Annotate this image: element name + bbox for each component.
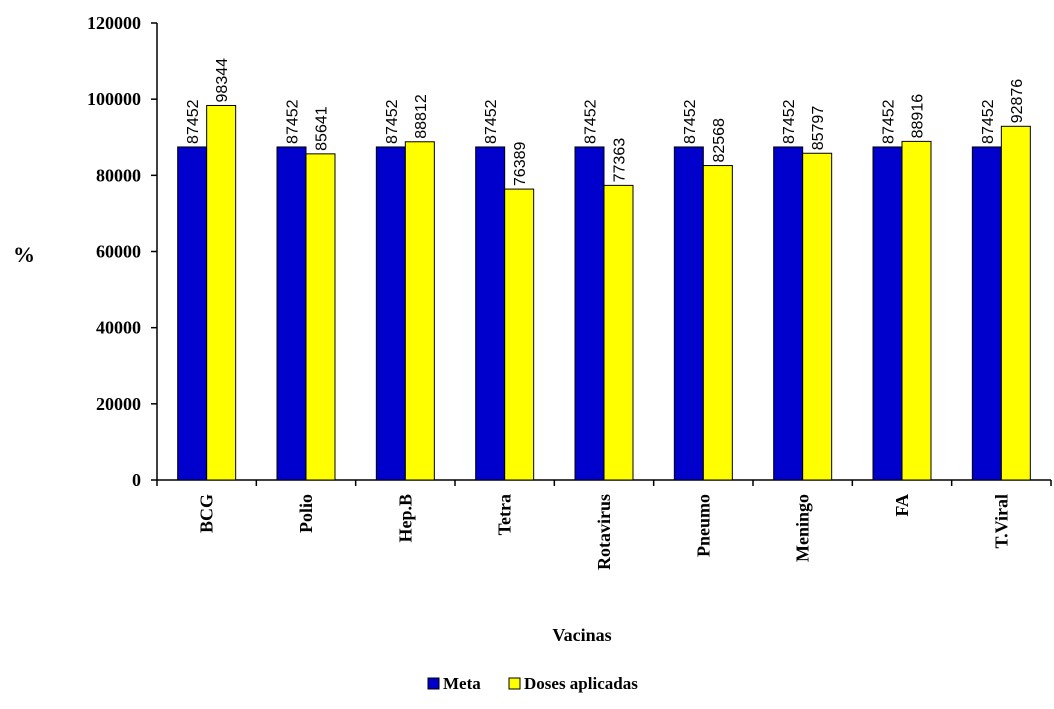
data-label: 87452 (483, 99, 500, 144)
legend: Meta Doses aplicadas (427, 674, 638, 693)
bar-doses-aplicadas (504, 188, 535, 481)
y-tick-label: 40000 (96, 318, 141, 338)
y-tick-label: 60000 (96, 242, 141, 262)
x-axis-title: Vacinas (552, 625, 611, 645)
y-axis: 0 20000 40000 60000 80000 100000 120000 (87, 13, 158, 490)
bar-doses-aplicadas (404, 141, 435, 481)
data-label: 98344 (214, 58, 231, 103)
bar-meta (375, 146, 406, 481)
bar-doses-aplicadas (603, 184, 634, 481)
data-label: 87452 (583, 99, 600, 144)
y-tick-label: 0 (132, 470, 141, 490)
x-category-label: BCG (197, 494, 217, 533)
legend-swatch-doses-aplicadas (508, 677, 521, 690)
bar-meta (475, 146, 506, 481)
bar-doses-aplicadas (702, 165, 733, 481)
legend-label-meta: Meta (443, 674, 481, 693)
bar-doses-aplicadas (1000, 125, 1031, 481)
y-axis-title: % (13, 242, 35, 267)
data-label: 82568 (711, 118, 728, 163)
y-tick-label: 100000 (87, 89, 141, 109)
legend-label-doses-aplicadas: Doses aplicadas (524, 674, 638, 693)
data-label: 85797 (810, 106, 827, 151)
legend-swatch-meta (427, 677, 440, 690)
x-category-label: Polio (296, 494, 316, 533)
bars (177, 104, 1031, 481)
data-label: 87452 (781, 99, 798, 144)
x-axis: BCG Polio Hep.B Tetra Rotavirus Pneumo Meningo… (156, 479, 1052, 570)
bar-meta (971, 146, 1002, 481)
data-label: 87452 (682, 99, 699, 144)
data-label: 92876 (1009, 79, 1026, 124)
bar-doses-aplicadas (206, 104, 237, 481)
x-category-label: T.Viral (991, 494, 1011, 549)
data-labels: 87452 98344 87452 85641 87452 88812 87452 76389… (185, 58, 1026, 186)
data-label: 87452 (285, 99, 302, 144)
data-label: 87452 (881, 99, 898, 144)
data-label: 87452 (980, 99, 997, 144)
data-label: 88916 (910, 94, 927, 139)
bar-meta (673, 146, 704, 481)
bar-meta (574, 146, 605, 481)
bar-meta (177, 146, 208, 481)
bar-doses-aplicadas (901, 140, 932, 481)
x-category-label: Hep.B (395, 494, 415, 543)
bar-doses-aplicadas (305, 153, 336, 481)
data-label: 87452 (185, 99, 202, 144)
bar-meta (773, 146, 804, 481)
data-label: 87452 (384, 99, 401, 144)
bar-doses-aplicadas (802, 152, 833, 481)
y-tick-label: 20000 (96, 394, 141, 414)
data-label: 85641 (314, 106, 331, 151)
x-category-label: Rotavirus (594, 494, 614, 570)
y-tick-label: 80000 (96, 165, 141, 185)
y-tick-label: 120000 (87, 13, 141, 33)
data-label: 77363 (612, 138, 629, 183)
x-category-label: Tetra (495, 494, 515, 535)
bar-meta (872, 146, 903, 481)
data-label: 76389 (512, 141, 529, 186)
bar-meta (276, 146, 307, 481)
x-category-label: Pneumo (693, 494, 713, 557)
x-category-label: FA (892, 494, 912, 517)
data-label: 88812 (413, 94, 430, 139)
x-category-label: Meningo (793, 494, 813, 562)
